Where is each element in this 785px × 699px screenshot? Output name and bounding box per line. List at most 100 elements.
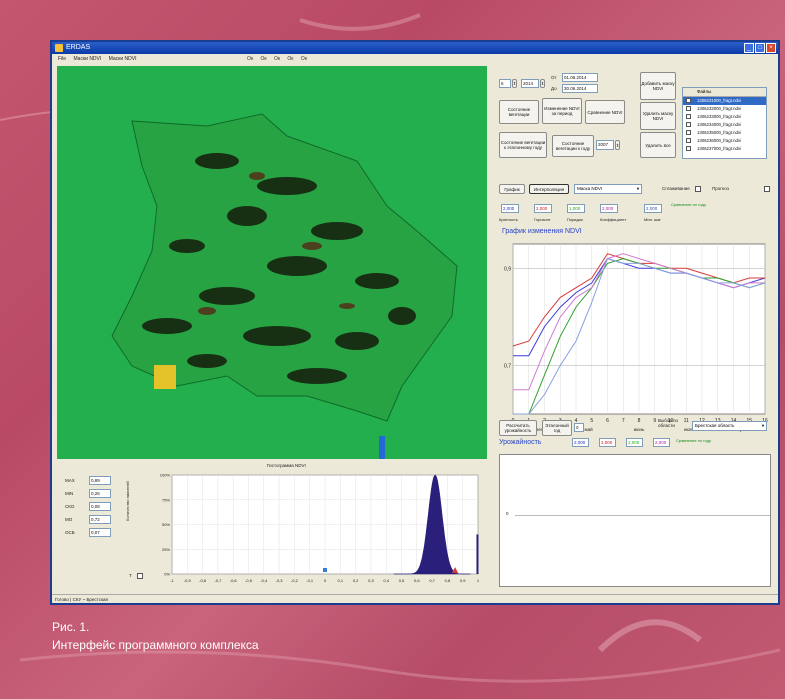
file-checkbox[interactable] <box>686 122 691 127</box>
file-list-item[interactable]: 1306236000_fragt.ndvi <box>683 137 766 145</box>
y-tick-label: 0,9 <box>504 266 511 272</box>
ndvi-map[interactable] <box>57 66 487 459</box>
yield-field-2[interactable]: 2,000 <box>599 438 616 447</box>
yield-ref-field[interactable]: 0 <box>574 423 584 432</box>
region-select[interactable]: Брестская область <box>692 421 767 431</box>
yield-field-3[interactable]: 2,000 <box>626 438 643 447</box>
yield-field-4[interactable]: 2,000 <box>653 438 670 447</box>
x-tick-label: -0,4 <box>260 578 268 583</box>
minimize-icon[interactable]: _ <box>744 43 754 53</box>
file-checkbox[interactable] <box>686 146 691 151</box>
to-date-field[interactable]: 30.06.2014 <box>562 84 598 93</box>
compare-ndvi-button[interactable]: Сравнение NDVI <box>585 100 625 124</box>
menu-ndvi-masks[interactable]: Маски NDVI <box>73 56 102 62</box>
month-label: июнь <box>634 427 645 432</box>
ndvi-line-chart: 0123456789101112131415160,70,9апрельмайи… <box>504 243 768 432</box>
forecast-checkbox[interactable] <box>764 186 770 192</box>
file-checkbox[interactable] <box>686 138 691 143</box>
marker-blue[interactable] <box>323 568 327 572</box>
yield-field-1[interactable]: 2,000 <box>572 438 589 447</box>
file-checkbox[interactable] <box>686 130 691 135</box>
tool-1[interactable]: Ок <box>247 56 254 62</box>
file-list-item[interactable]: 1306233000_fragt.ndvi <box>683 113 766 121</box>
param-label-4: Коэффициент <box>600 217 627 222</box>
delete-all-button[interactable]: Удалить все <box>640 132 676 158</box>
reference-year-field[interactable]: 2007 <box>596 140 614 150</box>
yield-chart: 0 <box>499 454 771 587</box>
ndvi-file-list[interactable]: Файлы 1306231000_fragt.ndvi 1306232000_f… <box>682 87 767 159</box>
x-tick-label: 0,4 <box>383 578 389 583</box>
smoothing-checkbox[interactable] <box>695 186 701 192</box>
menu-file[interactable]: File <box>58 56 67 62</box>
param-field-5[interactable]: 2,000 <box>644 204 662 213</box>
year-spin[interactable]: ⇕ <box>540 79 545 88</box>
tool-2[interactable]: Ок <box>260 56 267 62</box>
file-list-item[interactable]: 1306231000_fragt.ndvi <box>683 97 766 105</box>
title-bar: ERDAS _ □ × <box>52 42 778 54</box>
file-list-item[interactable]: 1306237000_fragt.ndvi <box>683 145 766 153</box>
vegetation-state-reference-button[interactable]: Состояние вегетации к эталонному году <box>499 132 547 158</box>
from-date-field[interactable]: 01.06.2014 <box>562 73 598 82</box>
x-tick-label: -0,3 <box>276 578 284 583</box>
marker-red[interactable] <box>452 567 459 573</box>
calc-yield-button[interactable]: Рассчитать урожайность <box>499 420 537 436</box>
add-ndvi-mask-button[interactable]: Добавить маску NDVI <box>640 72 676 100</box>
file-list-item[interactable]: 1306235000_fragt.ndvi <box>683 129 766 137</box>
to-label: До <box>551 86 557 91</box>
x-tick-label: 7 <box>622 418 625 424</box>
close-icon[interactable]: × <box>766 43 776 53</box>
param-label-5: Мин. шаг <box>644 217 661 222</box>
param-field-3[interactable]: 1,000 <box>567 204 585 213</box>
file-list-item[interactable]: 1306234000_fragt.ndvi <box>683 121 766 129</box>
x-tick-label: 11 <box>684 418 689 424</box>
stat-label-osb: ОСБ <box>65 530 75 535</box>
y-tick-label: 75% <box>162 497 170 502</box>
x-tick-label: 0,7 <box>429 578 435 583</box>
x-tick-label: 5 <box>590 418 593 424</box>
ndvi-series-line <box>513 257 766 415</box>
maximize-icon[interactable]: □ <box>755 43 765 53</box>
vegetation-state-year-button[interactable]: Состояние вегетации к году <box>552 135 594 157</box>
param-label-2: Горизонт <box>534 217 551 222</box>
tool-5[interactable]: Ок <box>300 56 307 62</box>
param-label-3: Порядок <box>567 217 583 222</box>
selected-region-yellow[interactable] <box>154 365 176 389</box>
reference-year-button[interactable]: Эталонный год <box>542 420 572 436</box>
x-tick-label: 9 <box>653 418 656 424</box>
x-tick-label: 0,6 <box>414 578 420 583</box>
menu-ndvi-masks-2[interactable]: Маски NDVI <box>108 56 137 62</box>
tool-4[interactable]: Ок <box>287 56 294 62</box>
menu-bar: File Маски NDVI Маски NDVI <box>52 54 778 64</box>
reference-year-spin[interactable]: ⇕ <box>615 140 620 150</box>
param-field-4[interactable]: 2,000 <box>600 204 618 213</box>
y-tick-label: 100% <box>160 473 171 478</box>
param-field-2[interactable]: 2,000 <box>534 204 552 213</box>
month-field[interactable]: 6 <box>499 79 511 88</box>
stat-sko: 0,08 <box>89 502 111 511</box>
file-list-item[interactable]: 1306232000_fragt.ndvi <box>683 105 766 113</box>
ndvi-change-button[interactable]: Изменение NDVI за период <box>542 98 582 124</box>
stat-label-mo: МО <box>65 517 73 522</box>
x-tick-label: 8 <box>638 418 641 424</box>
histogram-panel: Гистограмма NDVI MAX 0,89 MIN 0,26 СКО 0… <box>57 461 487 586</box>
remove-ndvi-mask-button[interactable]: Удалить маску NDVI <box>640 102 676 130</box>
year-field[interactable]: 2014 <box>521 79 539 88</box>
mask-select[interactable]: Маска NDVI <box>574 184 642 194</box>
file-checkbox[interactable] <box>686 114 691 119</box>
tool-3[interactable]: Ок <box>273 56 281 62</box>
file-checkbox[interactable] <box>686 98 691 103</box>
vegetation-state-button[interactable]: Состояние вегетации <box>499 100 539 124</box>
month-spin[interactable]: ⇕ <box>512 79 517 88</box>
interpolation-button[interactable]: Интерполяция <box>529 184 569 194</box>
app-window: ERDAS _ □ × File Маски NDVI Маски NDVI О… <box>50 40 780 605</box>
x-tick-label: -0,2 <box>291 578 299 583</box>
app-icon <box>55 44 63 52</box>
histogram-checkbox[interactable] <box>137 573 143 579</box>
param-field-1[interactable]: 2,000 <box>501 204 519 213</box>
yield-compare-note: Сравнение по году <box>676 438 712 443</box>
month-label: июль <box>684 427 695 432</box>
status-bar: Готово | СКУ ~ Брестская <box>52 594 778 603</box>
histogram-ylabel: Количество пикселей <box>125 481 130 521</box>
file-checkbox[interactable] <box>686 106 691 111</box>
graph-button[interactable]: График <box>499 184 525 194</box>
